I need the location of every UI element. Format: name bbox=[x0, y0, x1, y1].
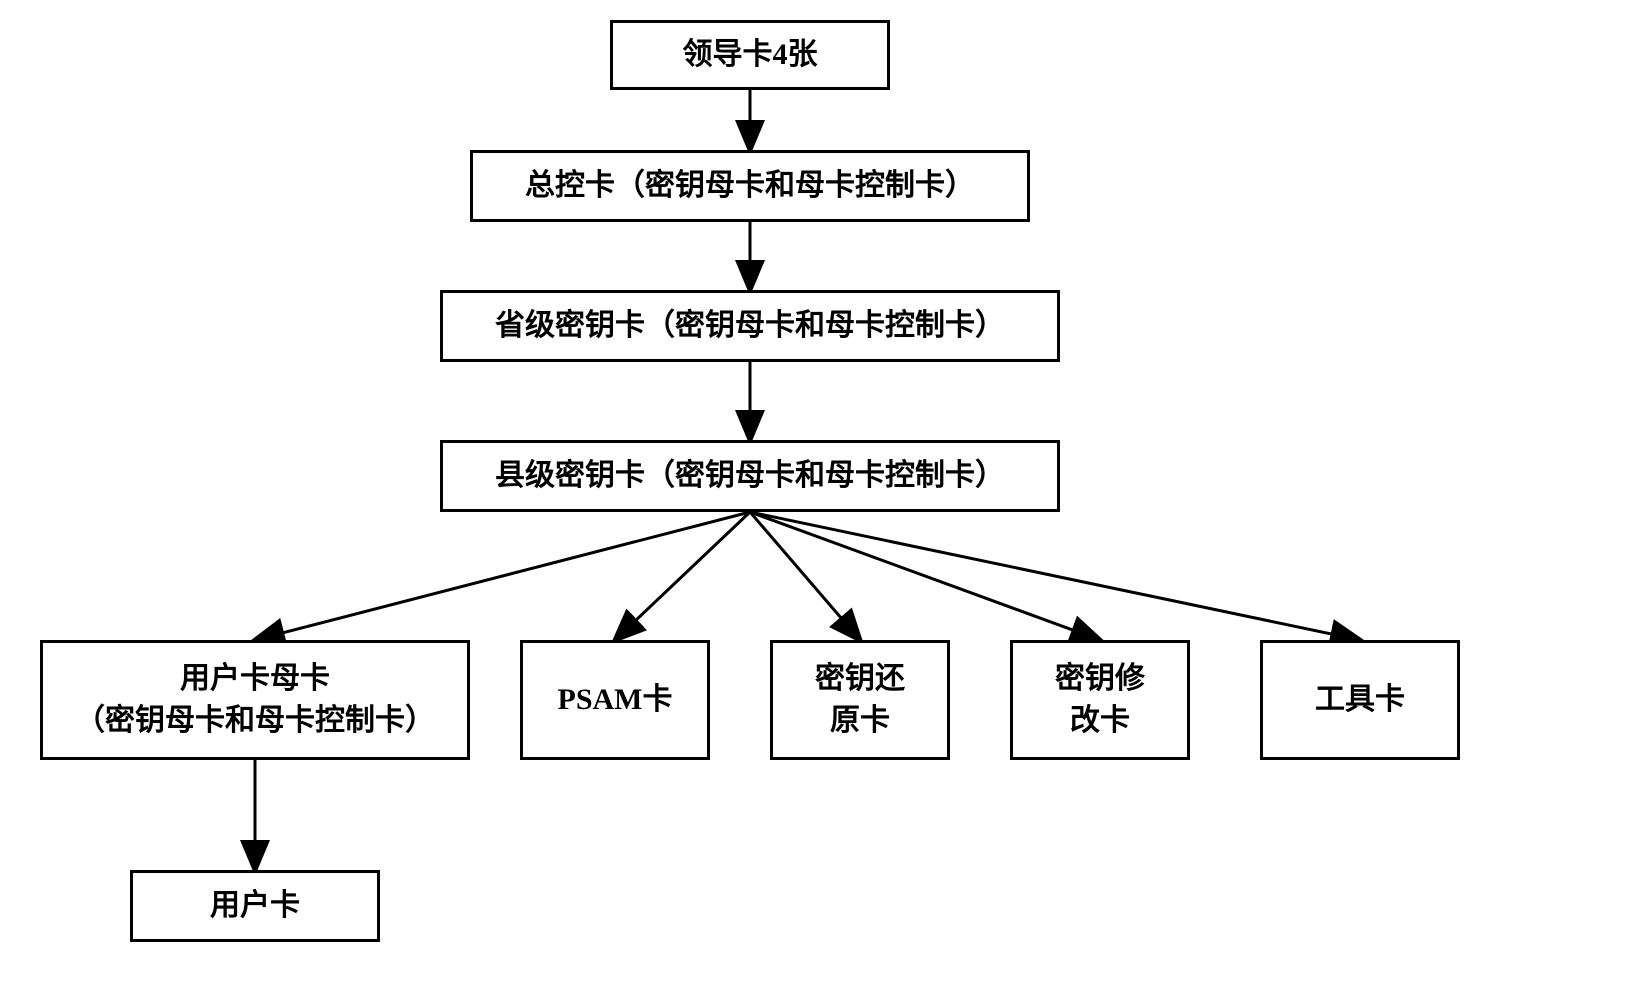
node-n8: 工具卡 bbox=[1260, 640, 1460, 760]
edge-n3-n6 bbox=[750, 512, 860, 640]
node-n2: 省级密钥卡（密钥母卡和母卡控制卡） bbox=[440, 290, 1060, 362]
edge-n3-n5 bbox=[615, 512, 750, 640]
node-label: 工具卡 bbox=[1315, 679, 1405, 721]
node-n1: 总控卡（密钥母卡和母卡控制卡） bbox=[470, 150, 1030, 222]
edge-n3-n7 bbox=[750, 512, 1100, 640]
node-label: 省级密钥卡（密钥母卡和母卡控制卡） bbox=[495, 305, 1005, 347]
node-label: 领导卡4张 bbox=[683, 34, 818, 76]
node-n7: 密钥修改卡 bbox=[1010, 640, 1190, 760]
node-n5: PSAM卡 bbox=[520, 640, 710, 760]
node-label: 总控卡（密钥母卡和母卡控制卡） bbox=[525, 165, 975, 207]
node-label: 密钥还原卡 bbox=[815, 658, 905, 742]
node-n6: 密钥还原卡 bbox=[770, 640, 950, 760]
node-label: 密钥修改卡 bbox=[1055, 658, 1145, 742]
node-label: PSAM卡 bbox=[558, 679, 673, 721]
node-n0: 领导卡4张 bbox=[610, 20, 890, 90]
node-label: 用户卡母卡（密钥母卡和母卡控制卡） bbox=[75, 658, 435, 742]
edge-n3-n4 bbox=[255, 512, 750, 640]
node-label: 县级密钥卡（密钥母卡和母卡控制卡） bbox=[495, 455, 1005, 497]
edge-n3-n8 bbox=[750, 512, 1360, 640]
node-n3: 县级密钥卡（密钥母卡和母卡控制卡） bbox=[440, 440, 1060, 512]
node-n9: 用户卡 bbox=[130, 870, 380, 942]
node-n4: 用户卡母卡（密钥母卡和母卡控制卡） bbox=[40, 640, 470, 760]
node-label: 用户卡 bbox=[210, 885, 300, 927]
